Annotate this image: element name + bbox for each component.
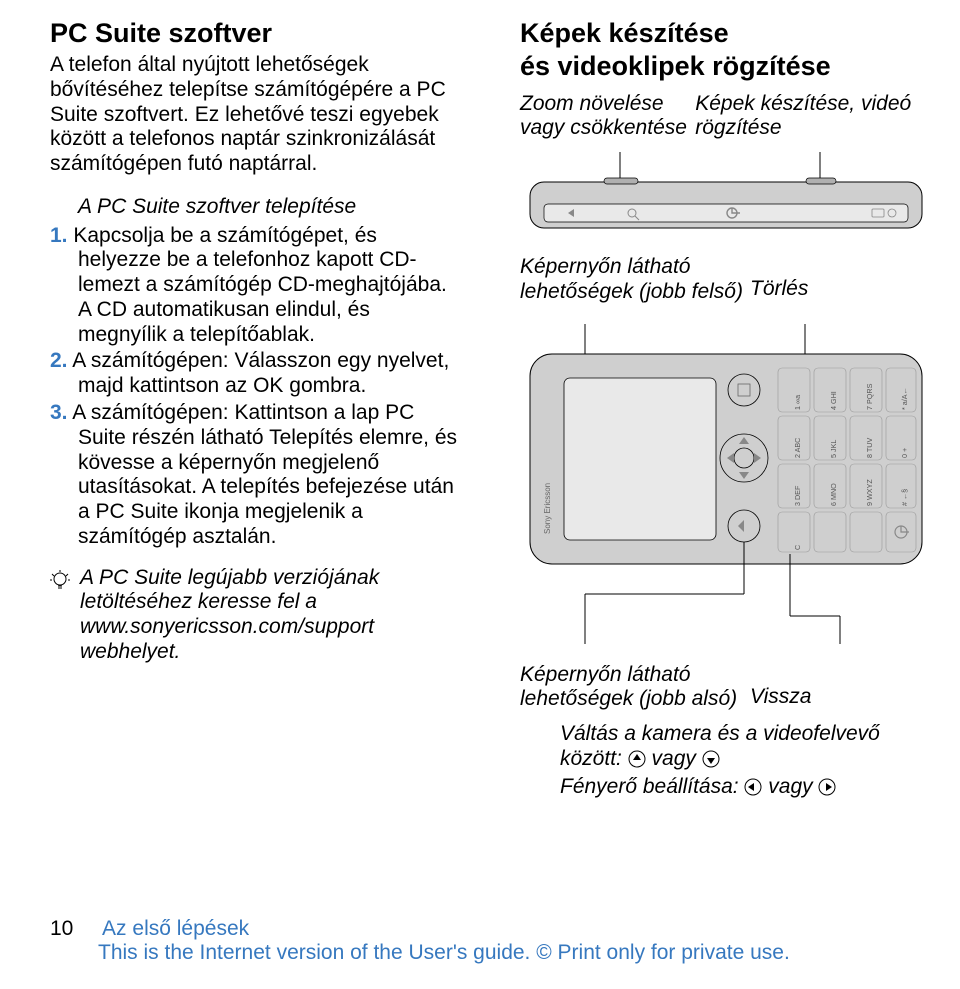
tip-text: A PC Suite legújabb verziójának letöltés… xyxy=(80,566,462,665)
callout-screen-bottom: Képernyőn látható lehetőségek (jobb alsó… xyxy=(520,663,750,711)
left-intro: A telefon által nyújtott lehetőségek bőv… xyxy=(50,53,462,177)
right-title-l2: és videoklipek rögzítése xyxy=(520,51,930,82)
note-switch-l1: Váltás a kamera és a videofelvevő xyxy=(560,722,880,745)
svg-text:6 MNO: 6 MNO xyxy=(829,482,838,505)
step-2: 2. A számítógépen: Válasszon egy nyelvet… xyxy=(50,349,462,399)
svg-text:4 GHI: 4 GHI xyxy=(829,391,838,410)
svg-text:# ←§: # ←§ xyxy=(900,488,909,505)
callout-pair-3: Képernyőn látható lehetőségek (jobb alsó… xyxy=(520,663,930,711)
callout-back: Vissza xyxy=(750,663,811,711)
page-number: 10 xyxy=(50,917,73,940)
note-brightness-mid: vagy xyxy=(768,775,818,798)
phone-bottom-diagram: Sony Ericsson xyxy=(520,316,930,659)
right-title-l1: Képek készítése xyxy=(520,18,930,49)
callout-screen-top: Képernyőn látható lehetőségek (jobb fels… xyxy=(520,255,750,303)
left-title: PC Suite szoftver xyxy=(50,18,462,49)
svg-text:2 ABC: 2 ABC xyxy=(793,437,802,457)
phone-brand-label: Sony Ericsson xyxy=(543,483,552,534)
note-switch-mid: vagy xyxy=(652,747,702,770)
note-switch-pre: között: xyxy=(560,747,628,770)
step-1: 1. Kapcsolja be a számítógépet, és helye… xyxy=(50,224,462,348)
tip-row: A PC Suite legújabb verziójának letöltés… xyxy=(50,566,462,665)
svg-text:3 DEF: 3 DEF xyxy=(793,485,802,506)
step-number: 2. xyxy=(50,349,68,372)
footer-disclaimer: This is the Internet version of the User… xyxy=(0,941,960,965)
callout-capture: Képek készítése, videó rögzítése xyxy=(695,92,930,140)
step-pre: A számítógépen: xyxy=(72,349,234,372)
nav-right-icon xyxy=(818,777,836,802)
nav-left-icon xyxy=(744,777,762,802)
svg-text:5 JKL: 5 JKL xyxy=(829,439,838,457)
svg-text:7 PQRS: 7 PQRS xyxy=(865,383,874,410)
step-3: 3. A számítógépen: Kattintson a lap PC S… xyxy=(50,401,462,550)
step-pre: A számítógépen: xyxy=(72,401,234,424)
svg-text:1 ∞a: 1 ∞a xyxy=(793,395,802,410)
svg-text:C: C xyxy=(793,544,802,549)
bottom-notes: Váltás a kamera és a videofelvevő között… xyxy=(560,721,930,803)
footer-section: Az első lépések xyxy=(102,917,249,940)
phone-top-diagram xyxy=(520,152,930,247)
page-footer: 10 Az első lépések This is the Internet … xyxy=(0,917,960,965)
lightbulb-icon xyxy=(50,570,70,599)
step-number: 3. xyxy=(50,401,68,424)
callout-pair-2: Képernyőn látható lehetőségek (jobb fels… xyxy=(520,255,930,303)
svg-text:* a/A←: * a/A← xyxy=(900,387,909,410)
note-brightness-pre: Fényerő beállítása: xyxy=(560,775,744,798)
step-number: 1. xyxy=(50,224,68,247)
svg-text:9 WXYZ: 9 WXYZ xyxy=(865,478,874,505)
callout-zoom: Zoom növelése vagy csökkentése xyxy=(520,92,695,140)
step-text: Kapcsolja be a számítógépet, és helyezze… xyxy=(73,224,446,346)
nav-up-icon xyxy=(628,749,646,774)
callout-pair-1: Zoom növelése vagy csökkentése Képek kés… xyxy=(520,92,930,140)
left-subheading: A PC Suite szoftver telepítése xyxy=(78,195,462,220)
callout-delete: Törlés xyxy=(750,255,808,303)
svg-text:0 +: 0 + xyxy=(900,447,909,457)
nav-down-icon xyxy=(702,749,720,774)
svg-text:8 TUV: 8 TUV xyxy=(865,437,874,457)
